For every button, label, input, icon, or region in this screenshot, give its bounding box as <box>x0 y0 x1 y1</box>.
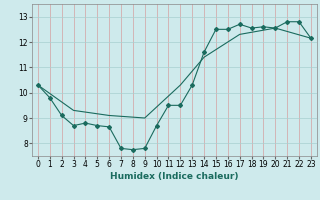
X-axis label: Humidex (Indice chaleur): Humidex (Indice chaleur) <box>110 172 239 181</box>
